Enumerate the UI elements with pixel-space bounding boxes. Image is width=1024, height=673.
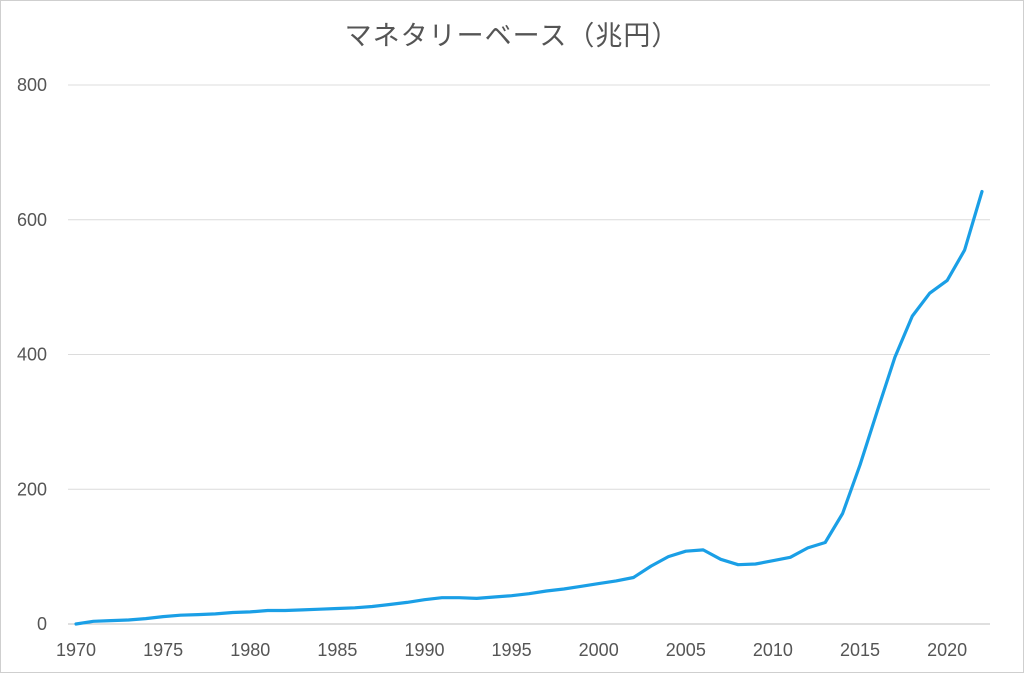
chart-title: マネタリーベース（兆円）: [344, 21, 680, 52]
x-tick-label: 1985: [317, 640, 357, 660]
grid-lines: [68, 84, 990, 625]
series-line: [74, 189, 984, 626]
x-tick-label: 2000: [579, 640, 619, 660]
x-tick-label: 2020: [927, 640, 967, 660]
x-tick-label: 2005: [666, 640, 706, 660]
y-tick-label: 0: [37, 614, 47, 634]
y-tick-label: 600: [17, 210, 47, 230]
x-axis-ticks: 1970 1975 1980 1985 1990 1995 2000 2005 2010 2015…: [56, 640, 967, 660]
x-tick-label: 2015: [840, 640, 880, 660]
y-axis-ticks: 0 200 400 600 800: [17, 75, 47, 634]
x-tick-label: 1980: [230, 640, 270, 660]
x-tick-label: 1970: [56, 640, 96, 660]
x-tick-label: 1990: [404, 640, 444, 660]
x-tick-label: 1995: [492, 640, 532, 660]
y-tick-label: 800: [17, 75, 47, 95]
y-tick-label: 400: [17, 345, 47, 365]
x-tick-label: 1975: [143, 640, 183, 660]
x-tick-label: 2010: [753, 640, 793, 660]
y-tick-label: 200: [17, 479, 47, 499]
